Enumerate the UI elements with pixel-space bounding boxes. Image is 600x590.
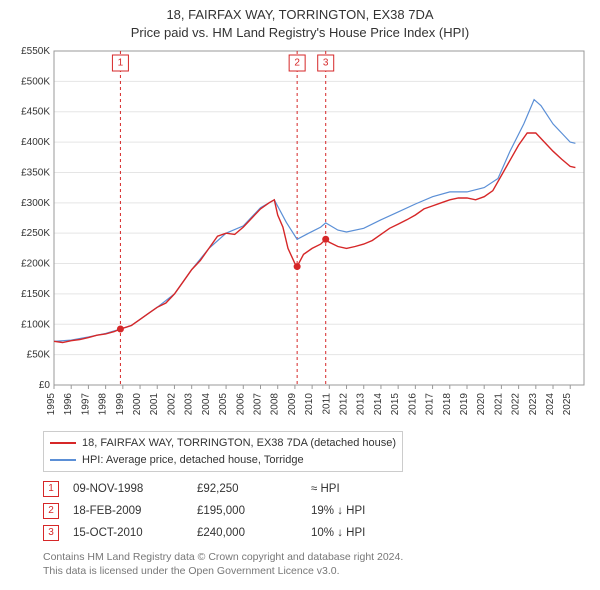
footnote-line2: This data is licensed under the Open Gov… (43, 565, 340, 577)
svg-text:2014: 2014 (373, 393, 384, 416)
sale-delta: 19% ↓ HPI (311, 500, 379, 522)
svg-text:2001: 2001 (149, 393, 160, 416)
svg-text:2010: 2010 (304, 393, 315, 416)
legend-label: HPI: Average price, detached house, Torr… (82, 452, 304, 469)
svg-text:£50K: £50K (27, 350, 51, 361)
sale-delta: ≈ HPI (311, 478, 379, 500)
price-chart: £0 £50K £100K £150K £200K £250K £300K £350K £400… (8, 45, 592, 425)
sale-index-box: 1 (43, 481, 59, 497)
svg-text:2025: 2025 (562, 393, 573, 416)
sale-index-box: 2 (43, 503, 59, 519)
svg-text:1998: 1998 (98, 393, 109, 416)
svg-text:2003: 2003 (184, 393, 195, 416)
sale-row: 3 15-OCT-2010£240,00010% ↓ HPI (43, 522, 379, 544)
legend: 18, FAIRFAX WAY, TORRINGTON, EX38 7DA (d… (43, 431, 403, 472)
svg-text:1997: 1997 (80, 393, 91, 416)
svg-text:2021: 2021 (493, 393, 504, 416)
sale-date: 15-OCT-2010 (73, 522, 197, 544)
svg-text:£450K: £450K (21, 107, 50, 118)
svg-text:1996: 1996 (63, 393, 74, 416)
svg-text:3: 3 (323, 58, 329, 69)
svg-text:2011: 2011 (321, 393, 332, 415)
footnote: Contains HM Land Registry data © Crown c… (43, 550, 592, 578)
legend-swatch (50, 442, 76, 444)
svg-text:£500K: £500K (21, 76, 50, 87)
legend-swatch (50, 459, 76, 461)
sale-row: 2 18-FEB-2009£195,00019% ↓ HPI (43, 500, 379, 522)
svg-text:£0: £0 (39, 380, 51, 391)
svg-text:£100K: £100K (21, 319, 50, 330)
sale-row: 1 09-NOV-1998£92,250≈ HPI (43, 478, 379, 500)
svg-text:2020: 2020 (476, 393, 487, 416)
svg-text:1995: 1995 (46, 393, 57, 416)
svg-text:£250K: £250K (21, 228, 50, 239)
svg-text:£200K: £200K (21, 259, 50, 270)
svg-text:2018: 2018 (442, 393, 453, 416)
svg-text:2006: 2006 (235, 393, 246, 416)
svg-text:2024: 2024 (545, 393, 556, 416)
sale-index-box: 3 (43, 525, 59, 541)
svg-text:2022: 2022 (511, 393, 522, 416)
sale-price: £240,000 (197, 522, 311, 544)
svg-text:2015: 2015 (390, 393, 401, 416)
legend-label: 18, FAIRFAX WAY, TORRINGTON, EX38 7DA (d… (82, 435, 396, 452)
svg-text:2023: 2023 (528, 393, 539, 416)
svg-text:2: 2 (294, 58, 300, 69)
chart-area: £0 £50K £100K £150K £200K £250K £300K £350K £400… (8, 45, 592, 425)
svg-text:2016: 2016 (407, 393, 418, 416)
svg-text:2007: 2007 (252, 393, 263, 416)
svg-text:2013: 2013 (356, 393, 367, 416)
svg-text:£400K: £400K (21, 137, 50, 148)
title-line2: Price paid vs. HM Land Registry's House … (131, 25, 469, 40)
svg-text:2000: 2000 (132, 393, 143, 416)
svg-text:2004: 2004 (201, 393, 212, 416)
svg-text:1: 1 (118, 58, 124, 69)
sales-table: 1 09-NOV-1998£92,250≈ HPI 2 18-FEB-2009£195… (43, 478, 592, 544)
sale-price: £195,000 (197, 500, 311, 522)
title-line1: 18, FAIRFAX WAY, TORRINGTON, EX38 7DA (166, 7, 433, 22)
svg-text:2008: 2008 (270, 393, 281, 416)
svg-text:2019: 2019 (459, 393, 470, 416)
svg-text:2009: 2009 (287, 393, 298, 416)
svg-text:2005: 2005 (218, 393, 229, 416)
svg-text:£350K: £350K (21, 168, 50, 179)
footnote-line1: Contains HM Land Registry data © Crown c… (43, 551, 403, 563)
svg-text:£150K: £150K (21, 289, 50, 300)
svg-text:£300K: £300K (21, 198, 50, 209)
chart-title: 18, FAIRFAX WAY, TORRINGTON, EX38 7DA Pr… (8, 6, 592, 41)
sale-date: 18-FEB-2009 (73, 500, 197, 522)
sale-date: 09-NOV-1998 (73, 478, 197, 500)
svg-text:2002: 2002 (166, 393, 177, 416)
svg-text:£550K: £550K (21, 46, 50, 57)
legend-item: 18, FAIRFAX WAY, TORRINGTON, EX38 7DA (d… (50, 435, 396, 452)
legend-item: HPI: Average price, detached house, Torr… (50, 452, 396, 469)
sale-delta: 10% ↓ HPI (311, 522, 379, 544)
svg-text:2012: 2012 (339, 393, 350, 416)
svg-text:1999: 1999 (115, 393, 126, 416)
sale-price: £92,250 (197, 478, 311, 500)
svg-text:2017: 2017 (425, 393, 436, 416)
